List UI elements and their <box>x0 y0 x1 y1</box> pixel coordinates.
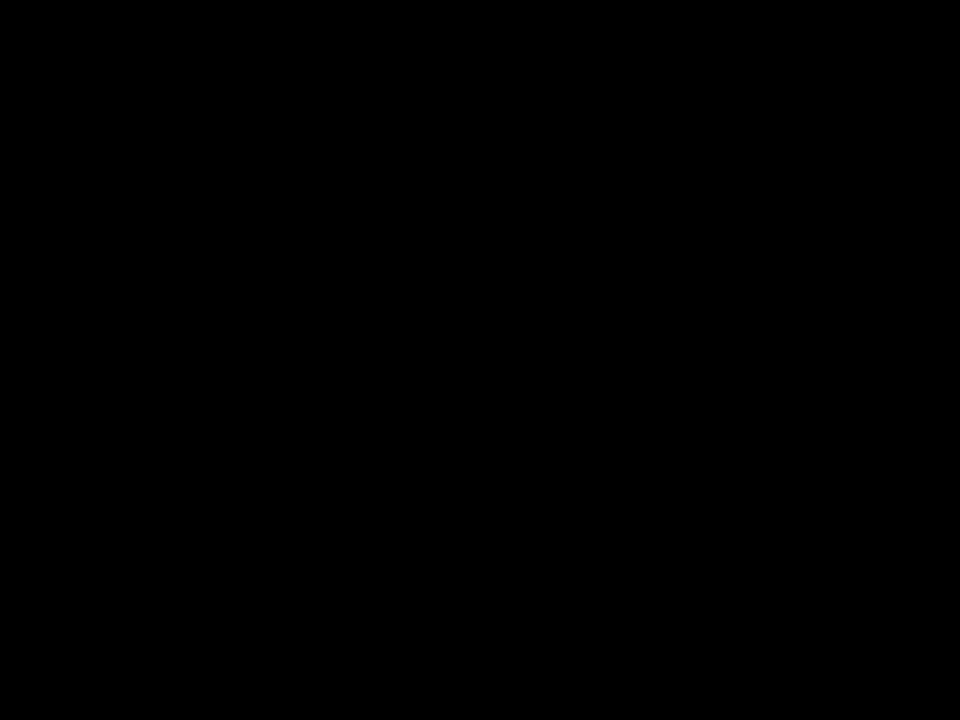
redshift-fit-view <box>0 0 960 720</box>
spectrum-plot[interactable] <box>0 0 960 720</box>
